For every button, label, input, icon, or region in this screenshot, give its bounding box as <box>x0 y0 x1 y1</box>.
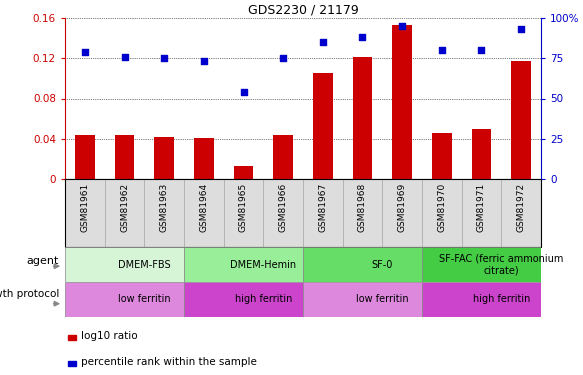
Bar <box>313 74 333 179</box>
Bar <box>234 166 254 179</box>
Text: DMEM-Hemin: DMEM-Hemin <box>230 260 296 270</box>
Text: high ferritin: high ferritin <box>473 294 530 304</box>
Bar <box>422 282 541 317</box>
Point <box>437 47 447 53</box>
Bar <box>501 179 541 247</box>
Bar <box>303 282 422 317</box>
Bar <box>511 61 531 179</box>
Bar <box>273 135 293 179</box>
Text: GSM81961: GSM81961 <box>80 182 89 232</box>
Bar <box>194 138 214 179</box>
Text: GSM81967: GSM81967 <box>318 182 327 232</box>
Text: low ferritin: low ferritin <box>118 294 171 304</box>
Bar <box>65 282 184 317</box>
Bar <box>462 179 501 247</box>
Text: agent: agent <box>27 256 59 266</box>
Bar <box>353 57 373 179</box>
Bar <box>184 247 303 282</box>
Text: SF-0: SF-0 <box>371 260 393 270</box>
Bar <box>343 179 382 247</box>
Point <box>80 49 90 55</box>
Text: high ferritin: high ferritin <box>234 294 292 304</box>
Point <box>477 47 486 53</box>
Text: GSM81969: GSM81969 <box>398 182 407 232</box>
Text: GSM81966: GSM81966 <box>279 182 287 232</box>
Bar <box>145 179 184 247</box>
Bar <box>472 129 491 179</box>
Point <box>160 55 169 61</box>
Text: GSM81962: GSM81962 <box>120 182 129 231</box>
Bar <box>115 135 135 179</box>
Text: low ferritin: low ferritin <box>356 294 409 304</box>
Point <box>318 39 328 45</box>
Bar <box>303 179 343 247</box>
Text: percentile rank within the sample: percentile rank within the sample <box>80 357 257 367</box>
Bar <box>224 179 264 247</box>
Text: GSM81971: GSM81971 <box>477 182 486 232</box>
Text: GSM81970: GSM81970 <box>437 182 447 232</box>
Bar <box>392 25 412 179</box>
Bar <box>184 282 303 317</box>
Point <box>279 55 288 61</box>
Title: GDS2230 / 21179: GDS2230 / 21179 <box>248 4 359 17</box>
Bar <box>422 179 462 247</box>
Bar <box>65 179 105 247</box>
Text: growth protocol: growth protocol <box>0 289 59 299</box>
Point <box>358 34 367 40</box>
Bar <box>264 179 303 247</box>
Bar <box>184 179 224 247</box>
Text: GSM81964: GSM81964 <box>199 182 208 231</box>
Point <box>398 23 407 29</box>
Text: GSM81972: GSM81972 <box>517 182 526 231</box>
Bar <box>303 247 422 282</box>
Point <box>199 58 209 64</box>
Point <box>517 26 526 32</box>
Bar <box>105 179 145 247</box>
Bar <box>75 135 95 179</box>
Bar <box>422 247 541 282</box>
Text: DMEM-FBS: DMEM-FBS <box>118 260 171 270</box>
Bar <box>68 335 76 340</box>
Bar <box>154 137 174 179</box>
Text: GSM81968: GSM81968 <box>358 182 367 232</box>
Text: log10 ratio: log10 ratio <box>80 330 138 340</box>
Bar <box>65 247 184 282</box>
Point <box>239 89 248 95</box>
Text: SF-FAC (ferric ammonium
citrate): SF-FAC (ferric ammonium citrate) <box>439 254 564 275</box>
Point <box>120 54 129 60</box>
Bar <box>432 133 452 179</box>
Text: GSM81965: GSM81965 <box>239 182 248 232</box>
Bar <box>382 179 422 247</box>
Bar <box>68 361 76 366</box>
Text: GSM81963: GSM81963 <box>160 182 168 232</box>
